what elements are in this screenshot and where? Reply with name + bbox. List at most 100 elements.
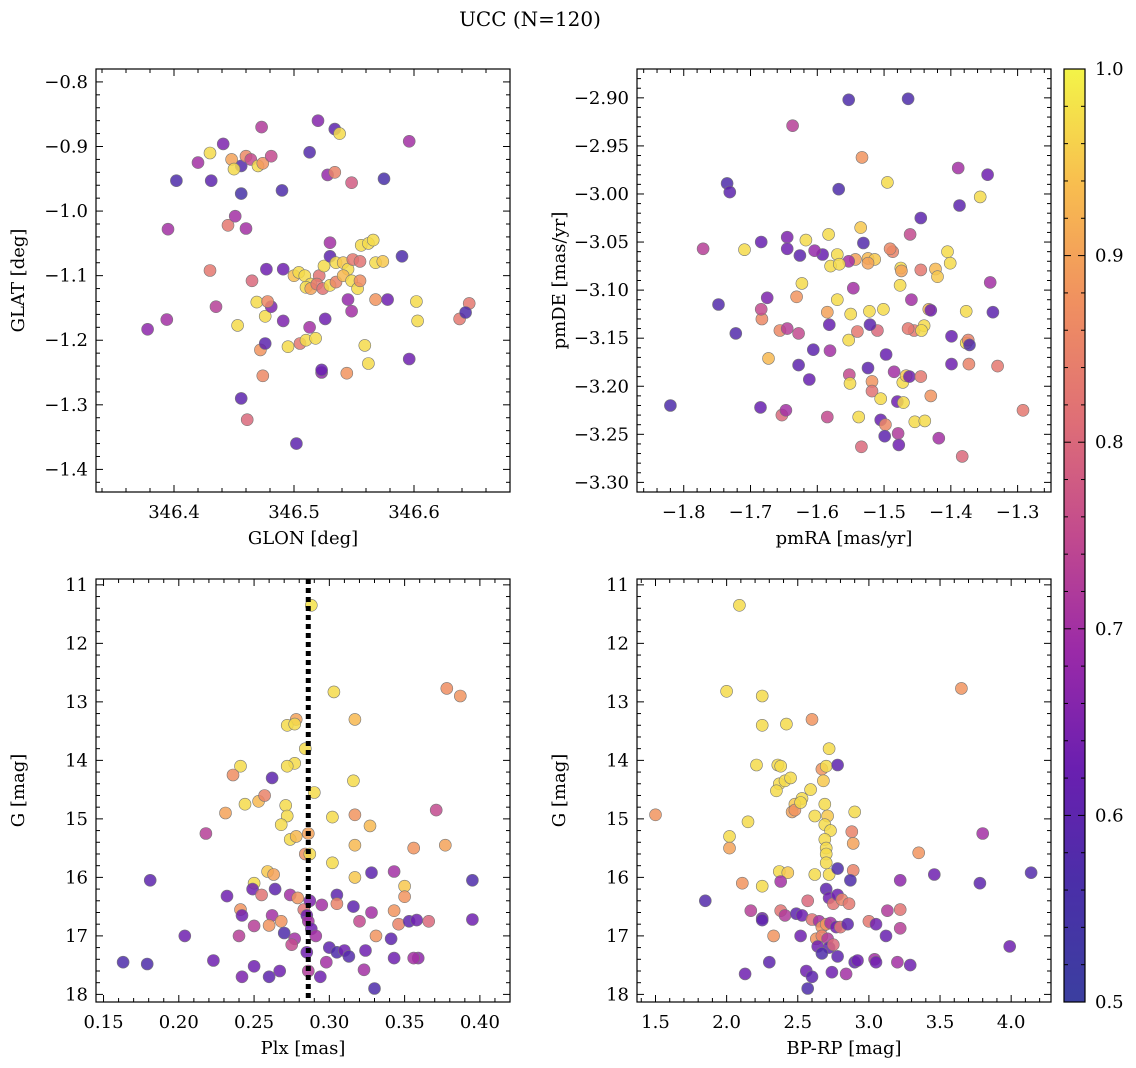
- data-point: [261, 295, 274, 308]
- data-point: [762, 955, 776, 969]
- data-point: [466, 873, 479, 887]
- data-point: [878, 429, 892, 443]
- x-tick-label: −1.3: [996, 502, 1040, 523]
- data-point: [264, 149, 278, 163]
- data-point: [290, 437, 303, 450]
- data-point: [795, 277, 809, 290]
- data-point: [466, 913, 479, 926]
- data-point: [387, 904, 401, 918]
- data-point: [733, 598, 746, 612]
- data-point: [863, 318, 877, 332]
- data-point: [955, 450, 969, 463]
- data-point: [959, 304, 973, 318]
- x-tick-label: 2.0: [712, 1012, 741, 1033]
- data-point: [818, 797, 832, 811]
- data-point: [227, 162, 241, 176]
- data-point: [831, 758, 844, 772]
- data-point: [303, 320, 316, 334]
- data-point: [792, 327, 805, 340]
- y-axis-label: G [mag]: [8, 754, 29, 827]
- data-point: [861, 361, 875, 375]
- data-point: [927, 868, 941, 881]
- data-point: [792, 358, 805, 372]
- data-point: [839, 967, 853, 981]
- y-tick-label: 18: [606, 984, 629, 1005]
- data-point: [440, 682, 454, 695]
- data-point: [313, 970, 327, 984]
- data-point: [240, 413, 254, 427]
- data-point: [945, 357, 958, 371]
- data-point: [235, 970, 249, 984]
- panel-glon_glat: 346.4 346.5 346.6 −1.4 −1.3 −1.2 −1.1 −1.0 −0.9 −…: [8, 68, 511, 549]
- data-point: [216, 137, 230, 151]
- data-point: [806, 343, 820, 357]
- data-point: [258, 309, 272, 323]
- data-point: [220, 889, 234, 903]
- data-point: [307, 786, 321, 799]
- data-point: [945, 329, 958, 343]
- data-point: [754, 235, 768, 249]
- data-point: [793, 249, 807, 262]
- data-point: [819, 856, 833, 870]
- data-point: [392, 917, 405, 931]
- data-point: [784, 771, 797, 785]
- data-point: [366, 233, 380, 247]
- y-tick-label: −3.10: [574, 280, 629, 301]
- data-point: [311, 114, 325, 127]
- data-point: [790, 290, 803, 304]
- data-point: [879, 348, 893, 361]
- data-point: [429, 803, 443, 817]
- data-point: [755, 913, 769, 927]
- data-point: [116, 955, 130, 969]
- data-point: [805, 713, 819, 726]
- y-tick-label: 11: [606, 575, 629, 596]
- data-point: [983, 276, 997, 289]
- x-tick-label: 1.5: [641, 1012, 670, 1033]
- data-point: [780, 717, 793, 731]
- data-point: [762, 352, 775, 365]
- data-point: [238, 797, 252, 811]
- data-point: [381, 293, 394, 306]
- data-point: [273, 964, 287, 978]
- data-point: [723, 841, 736, 855]
- data-point: [330, 897, 344, 911]
- data-point: [315, 363, 328, 377]
- data-point: [857, 236, 870, 250]
- data-point: [832, 257, 846, 271]
- data-point: [348, 808, 362, 822]
- data-point: [953, 199, 966, 212]
- data-point: [340, 366, 354, 380]
- data-point: [235, 909, 249, 922]
- data-point: [377, 172, 391, 186]
- data-point: [842, 333, 856, 347]
- data-point: [199, 827, 213, 840]
- data-point: [203, 146, 217, 160]
- data-point: [277, 926, 291, 940]
- data-point: [750, 758, 763, 772]
- data-point: [410, 295, 423, 308]
- data-point: [160, 313, 174, 326]
- data-point: [855, 151, 869, 164]
- data-point: [161, 222, 175, 236]
- data-point: [863, 304, 876, 318]
- y-tick-label: −1.0: [44, 201, 88, 222]
- x-tick-label: 0.35: [385, 1012, 425, 1033]
- data-point: [353, 255, 367, 268]
- data-point: [820, 305, 834, 319]
- colorbar-frame: [1063, 68, 1086, 1003]
- x-tick-label: 0.20: [159, 1012, 199, 1033]
- y-tick-label: −3.15: [574, 328, 629, 349]
- data-point: [291, 891, 305, 905]
- data-point: [973, 876, 987, 890]
- data-point: [808, 244, 821, 257]
- panel-plx_g: 0.15 0.20 0.25 0.30 0.35 0.40 11 12 13 14 15 16 17 18…: [8, 575, 511, 1059]
- data-point: [903, 958, 917, 972]
- data-point: [267, 868, 280, 881]
- data-point: [219, 806, 232, 820]
- data-point: [729, 327, 743, 340]
- x-tick-label: 3.5: [926, 1012, 955, 1033]
- data-point: [903, 370, 916, 383]
- data-point: [228, 209, 242, 223]
- x-tick-label: 346.5: [268, 502, 320, 523]
- data-point: [315, 898, 329, 912]
